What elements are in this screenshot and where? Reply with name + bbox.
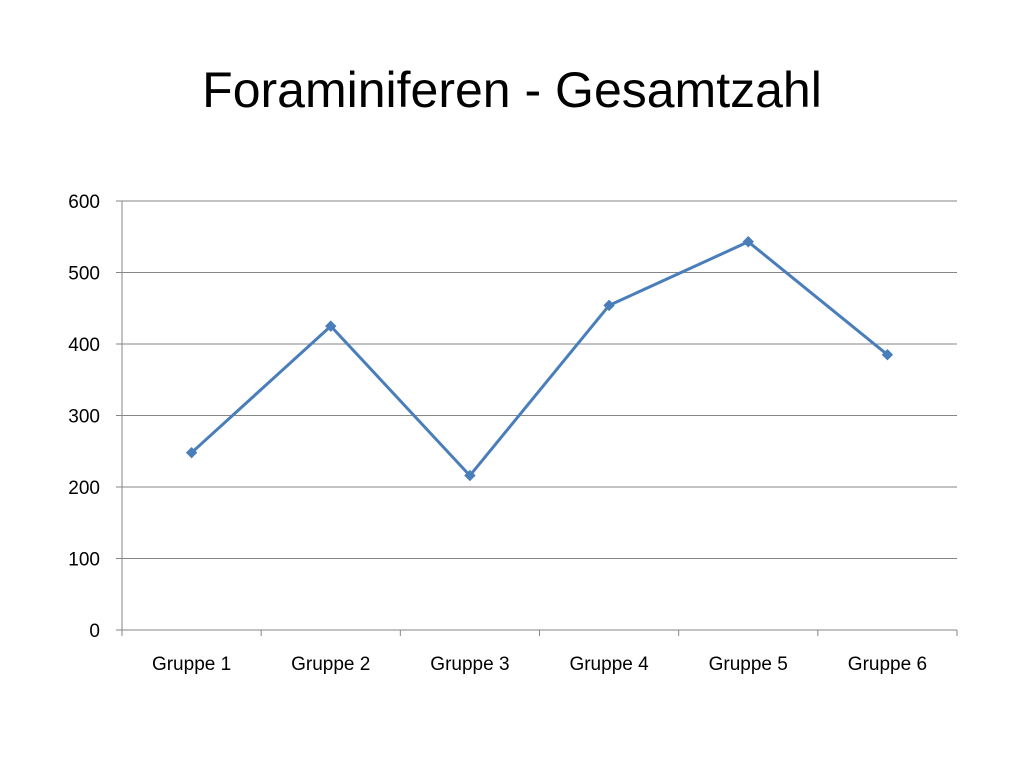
x-tick-labels: Gruppe 1 Gruppe 2 Gruppe 3 Gruppe 4 Gruppe 5… (152, 654, 927, 675)
data-point-marker (603, 299, 615, 312)
data-point-marker (185, 446, 198, 459)
y-tick-label: 300 (68, 407, 100, 428)
series-layer (185, 236, 894, 482)
y-tick-labels: 0 100 200 300 400 500 600 (68, 192, 100, 642)
x-tick-label: Gruppe 5 (709, 654, 788, 675)
axis-layer (116, 200, 958, 636)
y-tick-label: 500 (68, 264, 100, 285)
data-point-marker (881, 349, 894, 361)
y-tick-label: 100 (68, 550, 100, 571)
data-point-marker (464, 469, 476, 482)
grid-layer (122, 200, 957, 559)
data-point-marker (742, 236, 754, 248)
data-point-marker (325, 320, 337, 332)
y-tick-label: 600 (68, 192, 100, 213)
y-tick-label: 0 (89, 621, 100, 642)
y-tick-label: 400 (68, 335, 100, 356)
y-tick-label: 200 (68, 478, 100, 499)
x-tick-label: Gruppe 3 (430, 654, 509, 675)
series-line (190, 240, 889, 478)
chart-title: Foraminiferen - Gesamtzahl (202, 62, 822, 118)
x-tick-label: Gruppe 6 (848, 654, 927, 675)
x-tick-label: Gruppe 2 (291, 654, 370, 675)
x-tick-label: Gruppe 4 (569, 654, 649, 675)
x-tick-label: Gruppe 1 (152, 654, 231, 675)
